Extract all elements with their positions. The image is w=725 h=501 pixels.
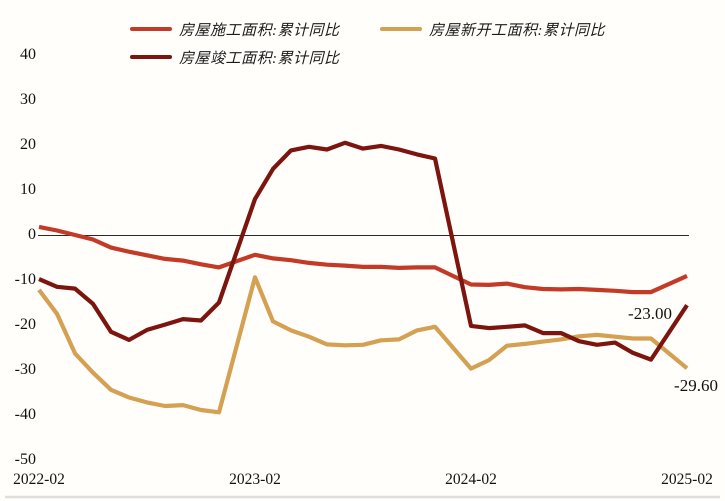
y-tick-label: 30 bbox=[20, 91, 36, 108]
legend-item-new-starts-area: 房屋新开工面积:累计同比 bbox=[380, 20, 605, 39]
y-tick-label: -40 bbox=[14, 406, 36, 423]
series-lines bbox=[37, 140, 689, 415]
legend-label: 房屋新开工面积:累计同比 bbox=[429, 22, 605, 39]
y-tick-label: 40 bbox=[20, 46, 36, 63]
legend-line-swatch bbox=[130, 54, 172, 60]
y-tick-label: 0 bbox=[28, 226, 36, 243]
construction-area-line bbox=[38, 224, 688, 295]
legend-label: 房屋施工面积:累计同比 bbox=[179, 22, 340, 39]
legend-line-swatch bbox=[380, 26, 422, 32]
y-tick-label: -10 bbox=[14, 271, 36, 288]
y-tick-label: -30 bbox=[14, 361, 36, 378]
legend-label: 房屋竣工面积:累计同比 bbox=[179, 50, 340, 67]
x-tick-label: 2023-02 bbox=[229, 471, 281, 488]
y-tick-label: 20 bbox=[20, 136, 36, 153]
value-annotation: -23.00 bbox=[628, 304, 672, 323]
legend-item-completed-area: 房屋竣工面积:累计同比 bbox=[130, 48, 340, 67]
x-tick-label: 2022-02 bbox=[13, 471, 65, 488]
x-tick-label: 2025-02 bbox=[661, 471, 713, 488]
y-tick-label: -20 bbox=[14, 316, 36, 333]
y-tick-label: 10 bbox=[20, 181, 36, 198]
legend-item-construction-area: 房屋施工面积:累计同比 bbox=[130, 20, 340, 39]
completed-area-line bbox=[38, 140, 689, 362]
x-tick-label: 2024-02 bbox=[445, 471, 497, 488]
value-annotation: -29.60 bbox=[674, 376, 718, 395]
legend-line-swatch bbox=[130, 26, 172, 32]
y-tick-label: -50 bbox=[14, 451, 36, 468]
